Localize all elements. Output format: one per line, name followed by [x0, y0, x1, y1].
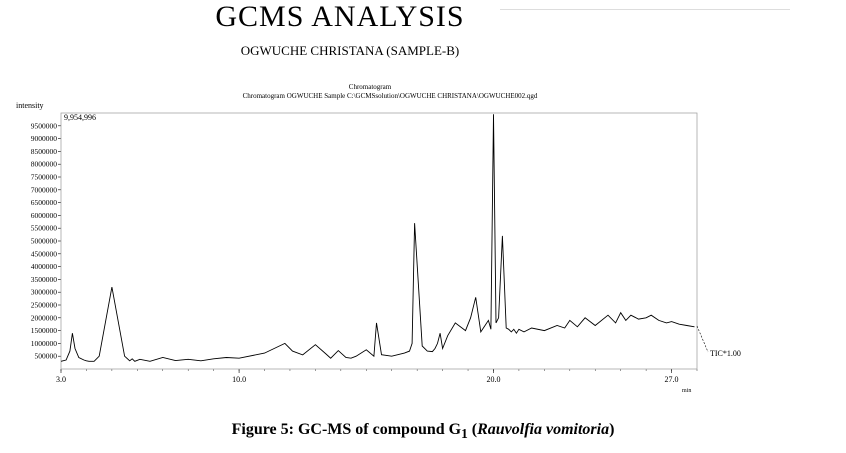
trace-label: TIC*1.00	[710, 349, 741, 358]
x-tick-label: 20.0	[486, 375, 500, 384]
trace-label-leader	[696, 325, 709, 353]
y-tick-label: 9000000	[31, 134, 58, 143]
y-tick-label: 8500000	[31, 147, 58, 156]
plot-frame	[60, 112, 698, 370]
caption-prefix: Figure 5: GC-MS of compound G	[231, 421, 462, 438]
x-axis: 3.0 10.0 20.0 27.0	[56, 369, 698, 384]
y-tick-label: 3500000	[31, 275, 58, 284]
x-axis-unit-label: min	[682, 388, 691, 394]
y-tick-label: 6500000	[31, 198, 58, 207]
chromatogram-chart: intensity 9,954,996 500000 1000000 1500000…	[16, 101, 741, 394]
x-tick-label: 3.0	[56, 375, 66, 384]
y-axis: 500000 1000000 1500000 2000000 2500000 300000…	[31, 121, 61, 361]
y-tick-label: 2000000	[31, 313, 58, 322]
y-tick-label: 8000000	[31, 160, 58, 169]
y-tick-label: 3000000	[31, 288, 58, 297]
y-tick-label: 5000000	[31, 237, 58, 246]
y-tick-label: 5500000	[31, 224, 58, 233]
chromatogram-heading: Chromatogram	[348, 83, 392, 91]
chromatogram-file-path: Chromatogram OGWUCHE Sample C:\GCMSsolut…	[242, 92, 538, 100]
x-tick-label: 27.0	[665, 375, 679, 384]
y-tick-label: 7000000	[31, 185, 58, 194]
y-tick-label: 6000000	[31, 211, 58, 220]
y-tick-label: 1000000	[31, 339, 58, 348]
max-intensity-label: 9,954,996	[64, 113, 96, 122]
y-tick-label: 4500000	[31, 249, 58, 258]
y-tick-label: 7500000	[31, 173, 58, 182]
caption-subscript: 1	[461, 426, 468, 442]
y-tick-label: 9500000	[31, 121, 58, 130]
x-tick-label: 10.0	[232, 375, 246, 384]
y-tick-label: 2500000	[31, 301, 58, 310]
tic-trace	[60, 114, 695, 362]
header-divider	[500, 9, 790, 10]
caption-open-paren: (	[467, 421, 478, 438]
caption-species: Rauvolfia vomitoria	[477, 421, 610, 438]
sample-subtitle: OGWUCHE CHRISTANA (SAMPLE-B)	[240, 43, 460, 58]
caption-close-paren: )	[609, 421, 615, 438]
y-axis-label: intensity	[16, 101, 44, 110]
y-tick-label: 1500000	[31, 326, 58, 335]
y-tick-label: 4000000	[31, 262, 58, 271]
page-title: GCMS ANALYSIS	[215, 0, 465, 33]
y-tick-label: 500000	[35, 352, 58, 361]
figure-caption: Figure 5: GC-MS of compound G1 (Rauvolfi…	[0, 421, 846, 442]
